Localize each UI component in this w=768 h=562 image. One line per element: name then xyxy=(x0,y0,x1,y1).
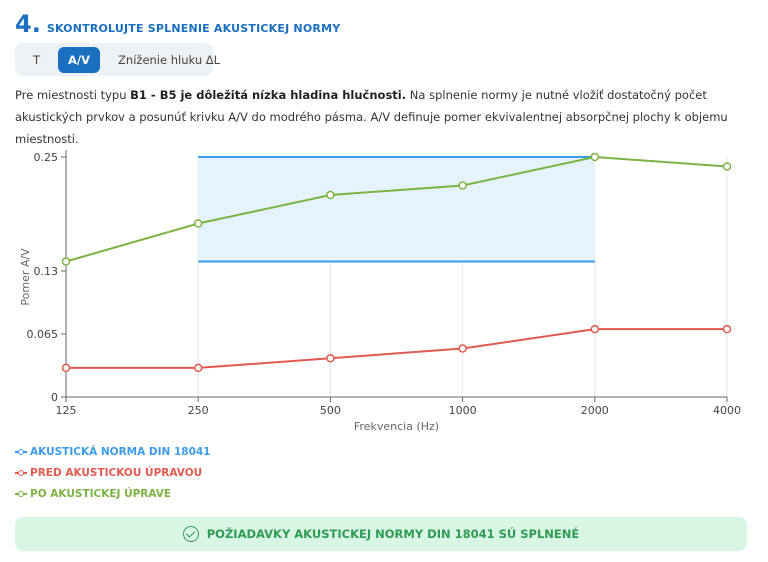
legend-item-after: PO AKUSTICKEJ ÚPRAVE xyxy=(15,484,210,504)
legend-item-before: PRED AKUSTICKOU ÚPRAVOU xyxy=(15,463,210,483)
series-1-point-500 xyxy=(326,353,335,363)
y-tick-label-0: 0 xyxy=(51,391,58,404)
section-header: 4. SKONTROLUJTE SPLNENIE AKUSTICKEJ NORM… xyxy=(15,10,340,40)
description-bold: B1 - B5 je dôležitá nízka hladina hlučno… xyxy=(130,88,407,102)
series-2-point-125 xyxy=(61,257,71,266)
legend-marker-norm xyxy=(15,448,27,456)
series-1-point-2000 xyxy=(590,324,600,334)
chart-legend: AKUSTICKÁ NORMA DIN 18041 PRED AKUSTICKO… xyxy=(15,442,210,505)
series-2-point-4000 xyxy=(722,162,732,171)
description: Pre miestnosti typu B1 - B5 je dôležitá … xyxy=(15,84,755,150)
x-axis-label: Frekvencia (Hz) xyxy=(354,420,439,433)
x-tick-label-500: 500 xyxy=(320,404,341,417)
series-1-point-1000 xyxy=(458,344,467,353)
series-line-2 xyxy=(65,155,728,263)
legend-label-after: PO AKUSTICKEJ ÚPRAVE xyxy=(30,488,172,500)
x-tick-label-250: 250 xyxy=(188,404,209,417)
legend-item-norm: AKUSTICKÁ NORMA DIN 18041 xyxy=(15,442,210,462)
section-title: SKONTROLUJTE SPLNENIE AKUSTICKEJ NORMY xyxy=(46,22,341,35)
compliance-banner: POŽIADAVKY AKUSTICKEJ NORMY DIN 18041 SÚ… xyxy=(15,517,747,551)
step-number: 4. xyxy=(15,10,41,38)
y-axis-label: Pomer A/V xyxy=(19,248,32,306)
tab-av[interactable]: A/V xyxy=(58,46,101,73)
x-tick-label-2000: 2000 xyxy=(581,404,609,417)
norm-band xyxy=(198,157,595,262)
series-line-1 xyxy=(66,328,727,369)
y-tick-label-0.065: 0.065 xyxy=(27,328,59,341)
series-2-point-1000 xyxy=(458,181,467,190)
y-tick-label-0.25: 0.25 xyxy=(34,151,59,164)
y-tick-label-0.13: 0.13 xyxy=(34,265,59,278)
x-tick-label-1000: 1000 xyxy=(449,404,477,417)
series-1-point-125 xyxy=(61,363,71,373)
series-2-point-2000 xyxy=(590,152,600,162)
series-2-point-250 xyxy=(193,219,203,228)
check-circle-icon xyxy=(182,526,199,542)
series-1-point-250 xyxy=(193,363,203,373)
legend-marker-after xyxy=(15,490,27,498)
series-2-point-500 xyxy=(326,190,335,200)
compliance-text: POŽIADAVKY AKUSTICKEJ NORMY DIN 18041 SÚ… xyxy=(206,527,580,541)
series-1-point-4000 xyxy=(722,324,732,334)
av-chart: 0 0.065 0.13 0.25 125 250 500 1000 2000 4000 Frekv… xyxy=(19,150,741,433)
description-post: Na splnenie normy je nutné vložiť dostat… xyxy=(15,88,728,146)
legend-marker-before xyxy=(15,469,27,477)
description-pre: Pre miestnosti typu xyxy=(15,88,131,102)
tab-t[interactable]: T xyxy=(33,52,41,67)
x-tick-label-125: 125 xyxy=(56,404,77,417)
tab-noise-reduction[interactable]: Zníženie hluku ΔL xyxy=(118,52,221,67)
legend-label-norm: AKUSTICKÁ NORMA DIN 18041 xyxy=(30,446,211,458)
legend-label-before: PRED AKUSTICKOU ÚPRAVOU xyxy=(30,467,203,479)
x-tick-label-4000: 4000 xyxy=(713,404,741,417)
tab-bar: T A/V Zníženie hluku ΔL xyxy=(15,43,220,76)
